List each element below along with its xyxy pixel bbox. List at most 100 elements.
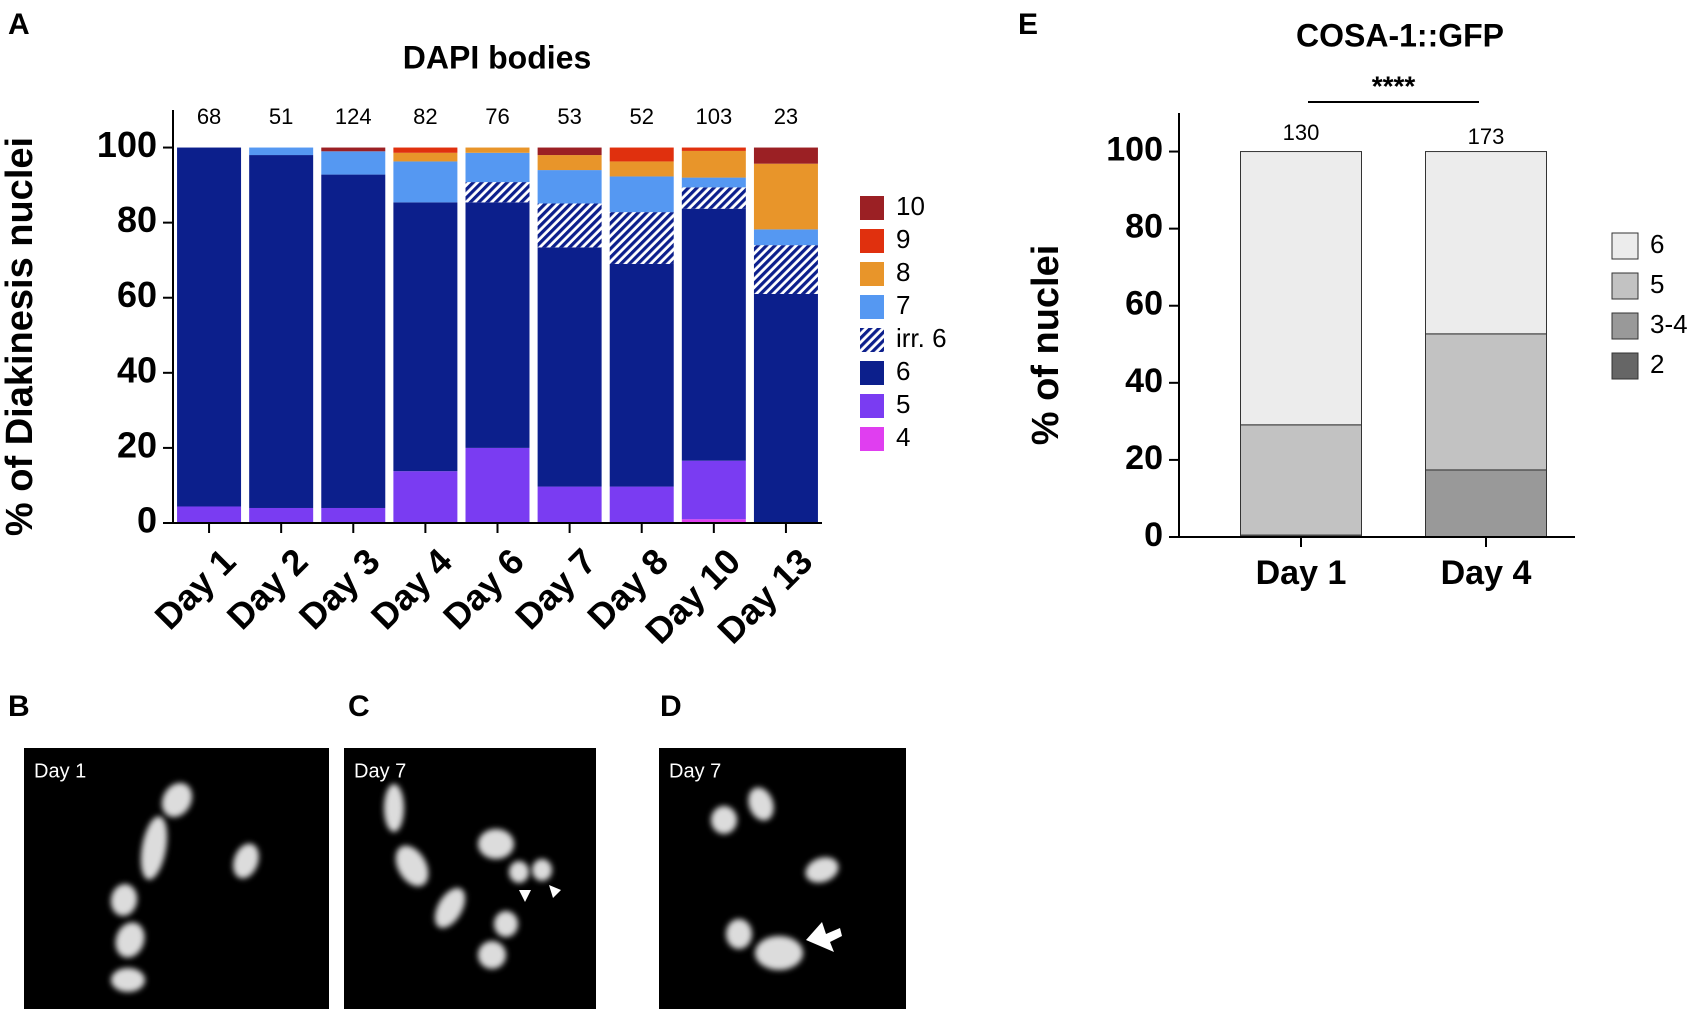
bar-segment bbox=[177, 506, 242, 523]
chromosome-blob bbox=[140, 816, 168, 880]
legend-swatch bbox=[860, 196, 884, 220]
y-tick-label: 0 bbox=[1144, 516, 1163, 554]
bar-segment bbox=[321, 174, 386, 508]
bar-segment bbox=[753, 229, 818, 246]
y-tick-label: 0 bbox=[137, 500, 157, 541]
bar-segment bbox=[609, 147, 674, 162]
micrograph-label: Day 7 bbox=[354, 760, 406, 782]
legend-swatch bbox=[1611, 352, 1639, 380]
y-tick-label: 80 bbox=[117, 199, 157, 240]
significance-label: **** bbox=[1372, 70, 1416, 101]
bar-segment bbox=[681, 460, 746, 520]
bar-segment bbox=[537, 203, 602, 248]
bar-segment bbox=[465, 202, 530, 448]
legend-swatch bbox=[860, 427, 884, 451]
y-tick-label: 20 bbox=[1125, 439, 1163, 477]
bar-segment bbox=[177, 147, 242, 507]
panel-label: E bbox=[1018, 8, 1038, 41]
legend-label: 4 bbox=[896, 422, 910, 452]
chromosome-blob bbox=[111, 968, 145, 992]
y-axis-label: % of nuclei bbox=[1025, 245, 1067, 446]
bar-segment bbox=[753, 147, 818, 164]
chromosome-blob bbox=[395, 845, 429, 887]
x-tick-label: Day 6 bbox=[435, 540, 532, 637]
bar-segment bbox=[465, 147, 530, 153]
bar-segment bbox=[681, 177, 746, 188]
legend-label: 10 bbox=[896, 191, 925, 221]
bar-segment bbox=[609, 212, 674, 264]
bar-segment bbox=[681, 147, 746, 151]
y-tick-label: 100 bbox=[97, 124, 157, 165]
y-tick-label: 100 bbox=[1106, 131, 1163, 169]
y-tick-label: 40 bbox=[1125, 362, 1163, 400]
bar-segment bbox=[753, 293, 818, 523]
arrowhead bbox=[519, 890, 531, 902]
bar-segment bbox=[537, 147, 602, 156]
bar-segment bbox=[465, 182, 530, 203]
bar-segment bbox=[393, 147, 458, 153]
bar-segment bbox=[321, 151, 386, 175]
x-tick-label: Day 1 bbox=[147, 540, 244, 637]
n-label: 68 bbox=[197, 104, 221, 129]
x-tick-label: Day 4 bbox=[363, 540, 460, 637]
x-tick-label: Day 1 bbox=[1256, 554, 1347, 592]
y-tick-label: 80 bbox=[1125, 208, 1163, 246]
bar-segment bbox=[753, 245, 818, 294]
bar-segment bbox=[609, 161, 674, 177]
panel-label: C bbox=[348, 690, 370, 723]
legend-swatch bbox=[1611, 272, 1639, 300]
n-label: 51 bbox=[269, 104, 293, 129]
chromosome-blob bbox=[110, 884, 138, 916]
bar-segment bbox=[681, 519, 746, 523]
arrowhead bbox=[549, 885, 561, 898]
bar-segment bbox=[465, 447, 530, 523]
y-tick-label: 20 bbox=[117, 424, 157, 465]
panel-label: B bbox=[8, 690, 30, 723]
legend-label: 6 bbox=[896, 356, 910, 386]
micrograph-label: Day 1 bbox=[34, 760, 86, 782]
legend-swatch bbox=[1611, 232, 1639, 260]
bar-segment bbox=[537, 155, 602, 171]
chromosome-blob bbox=[711, 806, 737, 834]
arrow bbox=[806, 922, 842, 952]
bar-segment bbox=[609, 486, 674, 523]
legend-swatch bbox=[860, 229, 884, 253]
bar-segment bbox=[753, 163, 818, 230]
chart-title: COSA-1::GFP bbox=[1296, 17, 1504, 53]
n-label: 124 bbox=[335, 104, 372, 129]
n-label: 53 bbox=[557, 104, 581, 129]
chromosome-blob bbox=[755, 936, 803, 970]
n-label: 173 bbox=[1468, 124, 1505, 149]
legend-swatch bbox=[860, 295, 884, 319]
bar-segment bbox=[681, 187, 746, 209]
chromosome-blob bbox=[494, 911, 518, 937]
legend-label: 5 bbox=[1650, 269, 1664, 299]
bar-segment bbox=[609, 176, 674, 213]
panel-label: D bbox=[660, 690, 682, 723]
legend-label: 6 bbox=[1650, 229, 1664, 259]
bar-segment bbox=[537, 247, 602, 487]
bar-segment bbox=[249, 507, 314, 523]
bar-segment bbox=[249, 147, 314, 156]
legend-swatch bbox=[860, 328, 884, 352]
panel-label: A bbox=[8, 8, 30, 41]
n-label: 23 bbox=[774, 104, 798, 129]
legend-label: 8 bbox=[896, 257, 910, 287]
n-label: 103 bbox=[695, 104, 732, 129]
bar-segment bbox=[393, 202, 458, 472]
bar-segment bbox=[1240, 424, 1362, 536]
bar-segment bbox=[609, 263, 674, 487]
chromosome-blob bbox=[115, 922, 145, 958]
chromosome-blob bbox=[805, 857, 839, 883]
y-tick-label: 60 bbox=[1125, 285, 1163, 323]
legend-swatch bbox=[860, 262, 884, 286]
bar-segment bbox=[249, 155, 314, 508]
chromosome-blob bbox=[509, 861, 529, 883]
y-tick-label: 40 bbox=[117, 349, 157, 390]
legend-swatch bbox=[860, 394, 884, 418]
bar-segment bbox=[1240, 151, 1362, 426]
chromosome-blob bbox=[478, 829, 514, 859]
bar-segment bbox=[321, 147, 386, 152]
legend-label: 7 bbox=[896, 290, 910, 320]
